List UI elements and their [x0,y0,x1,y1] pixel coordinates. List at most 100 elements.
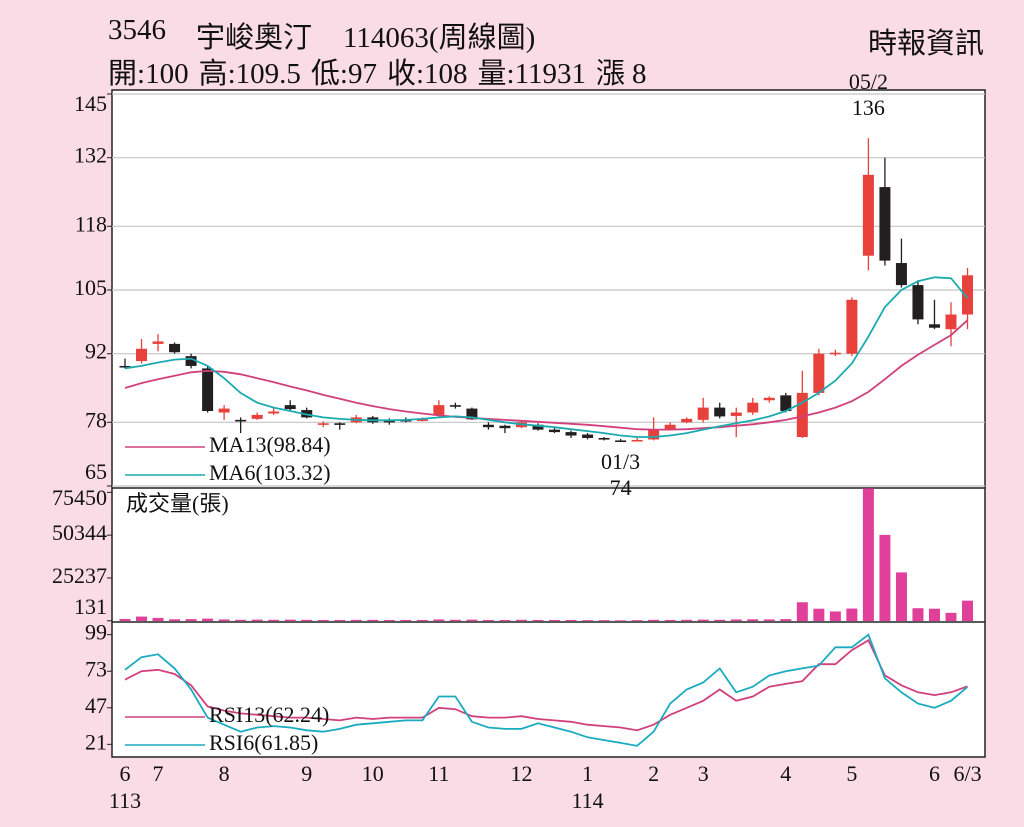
candle-body [416,419,428,421]
volume-bar [664,619,676,621]
x-tick-label: 6 [120,761,131,786]
candle-body [615,440,627,443]
candle-body [549,429,561,433]
volume-bar [136,616,148,621]
volume-bar [565,619,577,621]
candle-body [945,314,957,330]
volume-bar [747,619,759,621]
y-tick-label: 21 [85,729,107,754]
volume-bar [383,619,395,621]
series-line [124,319,969,431]
y-tick-label: 99 [85,620,107,645]
annotation-value: 136 [852,95,885,120]
quote-item: 收:108 [387,58,468,90]
candle-body [433,405,445,415]
candle-body [962,275,974,315]
candle-body [763,397,775,401]
x-tick-label: 2 [648,761,659,786]
quote-label: 漲 [596,58,626,90]
quote-label: 低: [310,58,348,90]
candle-body [334,423,346,425]
volume-bar [549,619,561,621]
y-tick-label: 78 [85,407,107,432]
y-tick-label: 92 [85,339,107,364]
x-tick-label: 5 [846,761,857,786]
candle-body [169,343,181,353]
source: 時報資訊 [867,28,984,60]
quote-item: 量:11931 [478,58,587,90]
candle-body [879,187,891,261]
panel-title: 成交量(張) [126,491,229,516]
quote-value: 108 [424,58,468,90]
volume-bar [268,619,280,621]
candle-body [796,392,808,437]
volume-bar [582,620,594,621]
quote-label: 收: [386,58,424,90]
candle-body [829,352,841,355]
candle-body [895,263,907,286]
candle-body [136,348,148,362]
x-tick-label: 6/3 [953,761,981,786]
y-tick-label: 118 [75,211,107,236]
y-tick-label: 145 [74,91,107,116]
x-tick-label: 12 [510,761,532,786]
x-tick-label: 11 [428,761,449,786]
volume-bar [648,619,660,621]
volume-bar [334,619,346,621]
quote-label: 開: [108,58,146,90]
volume-bar [218,619,230,621]
volume-bar [350,619,362,621]
stock-name: 宇峻奧汀 [196,22,313,54]
x-sublabel: 114 [571,788,603,813]
volume-bar [714,619,726,621]
y-tick-label: 75450 [52,485,107,510]
series-line [124,276,969,438]
volume-bar [780,619,792,621]
quote-line: 開:100 高:109.5 低:97 收:108 量:11931 漲 8 [108,50,657,92]
annotation-date: 05/2 [849,69,888,94]
volume-bar [235,619,247,621]
quote-value: 11931 [514,58,586,90]
candle-body [284,405,296,410]
y-tick-label: 73 [85,656,107,681]
quote-label: 高: [198,58,236,90]
volume-bar [416,619,428,621]
legend-label: MA6(103.32) [209,460,331,485]
candle-body [466,408,478,420]
candle-body [780,395,792,412]
y-tick-label: 50344 [52,520,107,545]
candle-body [152,341,164,344]
candle-body [499,425,511,429]
candle-body [681,418,693,423]
volume-bar [697,619,709,621]
quote-value: 100 [145,58,189,90]
legend-label: MA13(98.84) [209,432,331,457]
legend-label: RSI6(61.85) [209,730,318,755]
candle-body [532,424,544,430]
volume-bar [598,620,610,621]
volume-bar [829,611,841,621]
quote-item: 開:100 [108,58,189,90]
volume-bar [202,618,214,621]
quote-label: 量: [477,58,515,90]
volume-bar [284,619,296,621]
candle-body [317,423,329,425]
volume-bar [433,619,445,621]
x-tick-label: 8 [219,761,230,786]
candle-body [582,434,594,438]
quote-value: 97 [347,58,377,90]
candle-body [383,420,395,423]
volume-bar [152,617,164,621]
y-tick-label: 131 [74,594,107,619]
candle-body [730,412,742,416]
quote-item: 高:109.5 [199,58,301,90]
volume-bar [532,619,544,621]
volume-bar [730,619,742,621]
volume-bar [449,619,461,621]
volume-bar [400,619,412,621]
volume-bar [862,488,874,621]
quote-value: 109.5 [235,58,301,90]
candle-body [482,424,494,428]
